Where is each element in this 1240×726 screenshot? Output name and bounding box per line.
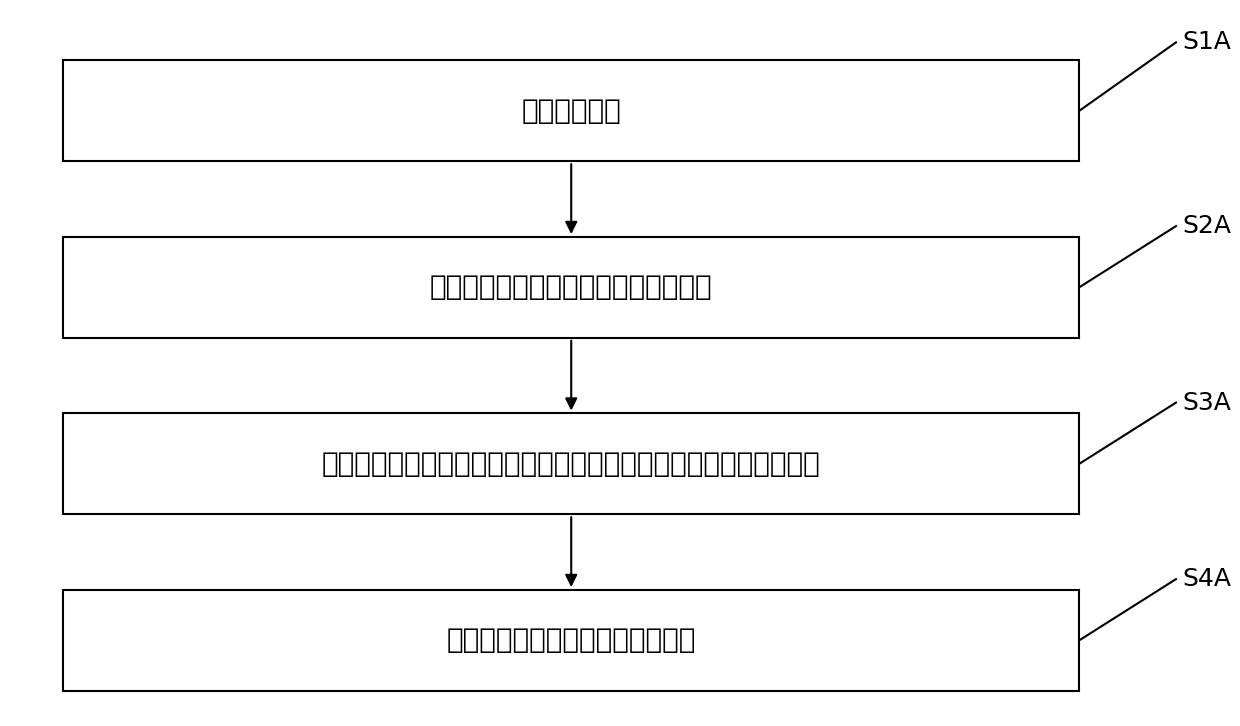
Text: S2A: S2A: [1182, 214, 1231, 238]
Text: S4A: S4A: [1182, 567, 1231, 591]
Bar: [63, 590, 1079, 691]
Text: 获取眼底图像: 获取眼底图像: [521, 97, 621, 125]
Text: 根据视盘区域的中心点的位置和视杯区域的中心点的位置确定平均点: 根据视盘区域的中心点的位置和视杯区域的中心点的位置确定平均点: [322, 450, 821, 478]
Bar: [63, 413, 1079, 514]
Text: S1A: S1A: [1182, 30, 1231, 54]
Bar: [63, 237, 1079, 338]
Text: S3A: S3A: [1182, 391, 1231, 415]
Text: 基于平均点的位置确定盘沿宽度值: 基于平均点的位置确定盘沿宽度值: [446, 627, 696, 654]
Text: 在眼底图像中识别视盘区域和视杯区域: 在眼底图像中识别视盘区域和视杯区域: [430, 274, 713, 301]
Bar: [63, 60, 1079, 161]
